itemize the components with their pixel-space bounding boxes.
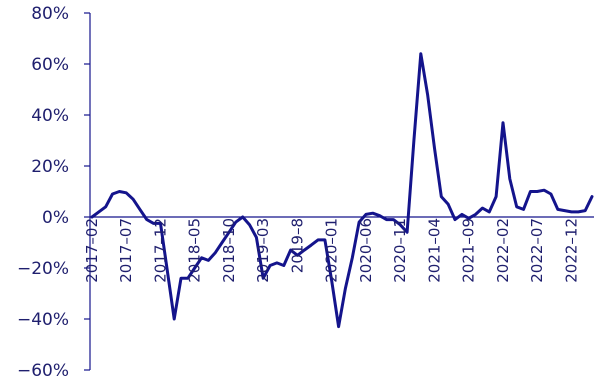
x-tick-label: 2021–04	[426, 218, 444, 283]
y-tick-label: 80%	[31, 4, 69, 24]
x-tick-label: 2019–03	[254, 218, 272, 283]
x-tick-label: 2022–07	[528, 218, 546, 283]
series-layer	[90, 52, 594, 329]
x-tick-label: 2017–02	[83, 218, 101, 283]
x-tick-label: 2017–12	[152, 218, 170, 283]
x-tick-label: 2022–02	[494, 218, 512, 283]
x-tick-label: 2018–10	[220, 218, 238, 283]
y-tick-label: 60%	[31, 55, 69, 75]
x-tick-label: 2020–01	[323, 218, 341, 283]
y-tick-label: −60%	[17, 361, 69, 378]
x-tick-label: 2018–05	[186, 218, 204, 283]
x-tick-labels: 2017–02 2017–07 2017–12 2018–05 2018–10 2019–…	[83, 218, 581, 283]
y-tick-label: −20%	[17, 259, 69, 279]
y-tick-label: 0%	[42, 208, 69, 228]
x-tick-label: 2020–06	[357, 218, 375, 283]
x-tick-label: 2022–12	[563, 218, 581, 283]
x-tick-label: 2019–8	[289, 218, 307, 273]
y-tick-label: 40%	[31, 106, 69, 126]
y-axis: 80% 60% 40% 20% 0% −20% −40% −60%	[17, 4, 91, 378]
y-tick-label: −40%	[17, 310, 69, 330]
x-tick-label: 2017–07	[117, 218, 135, 283]
series-line	[90, 52, 594, 329]
x-tick-label: 2021–09	[460, 218, 478, 283]
y-tick-label: 20%	[31, 157, 69, 177]
x-tick-label: 2020–11	[391, 218, 409, 283]
